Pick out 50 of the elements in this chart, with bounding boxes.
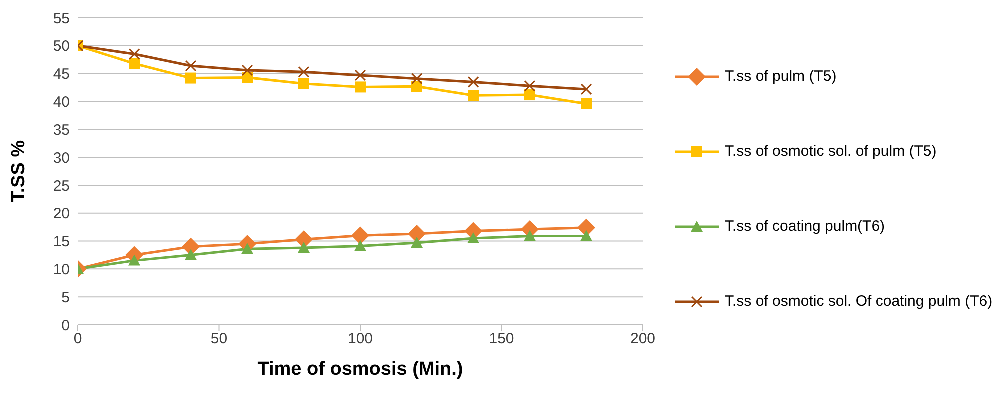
legend-label: T.ss of osmotic sol. of pulm (T5)	[725, 143, 937, 160]
point	[242, 243, 254, 254]
y-tick-label: 45	[53, 66, 70, 84]
point	[185, 60, 197, 72]
point	[185, 249, 197, 260]
point	[411, 73, 423, 85]
legend-label: T.ss of coating pulm(T6)	[725, 218, 886, 235]
legend-label: T.ss of pulm (T5)	[725, 68, 837, 85]
y-tick-label: 40	[53, 94, 70, 112]
point	[580, 84, 592, 96]
y-tick-label: 30	[53, 150, 70, 167]
y-tick-label: 20	[53, 206, 70, 223]
y-tick-label: 10	[53, 262, 70, 279]
point	[580, 230, 592, 242]
point	[298, 242, 310, 253]
y-tick-label: 15	[53, 234, 70, 251]
y-tick-label: 5	[62, 289, 70, 306]
point	[128, 48, 140, 60]
y-tick-label: 35	[53, 122, 70, 139]
point	[298, 66, 310, 78]
y-tick-label: 25	[53, 178, 70, 195]
point	[354, 70, 366, 82]
y-tick-label: 0	[62, 317, 70, 334]
point	[298, 78, 310, 90]
point	[524, 230, 536, 242]
y-tick-label: 55	[53, 10, 70, 28]
x-tick-label: 200	[630, 330, 656, 348]
point	[468, 90, 479, 102]
x-axis-title: Time of osmosis (Min.)	[258, 359, 464, 380]
point	[524, 80, 536, 92]
point	[468, 232, 480, 244]
point	[242, 64, 254, 76]
x-tick-label: 50	[210, 330, 228, 348]
point	[411, 236, 423, 248]
point	[186, 72, 196, 84]
point	[128, 254, 140, 266]
point	[524, 90, 536, 101]
y-axis-title: T.SS %	[8, 140, 30, 203]
point	[581, 98, 592, 110]
x-tick-label: 0	[74, 330, 82, 348]
legend-label: T.ss of osmotic sol. Of coating pulm (T6)	[725, 293, 993, 310]
y-tick-label: 50	[53, 38, 70, 56]
point	[129, 58, 140, 70]
point	[352, 226, 370, 245]
point	[355, 82, 366, 93]
x-tick-label: 100	[348, 330, 374, 348]
point	[412, 81, 422, 92]
point	[468, 76, 480, 88]
x-tick-label: 150	[489, 330, 514, 348]
point	[354, 240, 366, 252]
